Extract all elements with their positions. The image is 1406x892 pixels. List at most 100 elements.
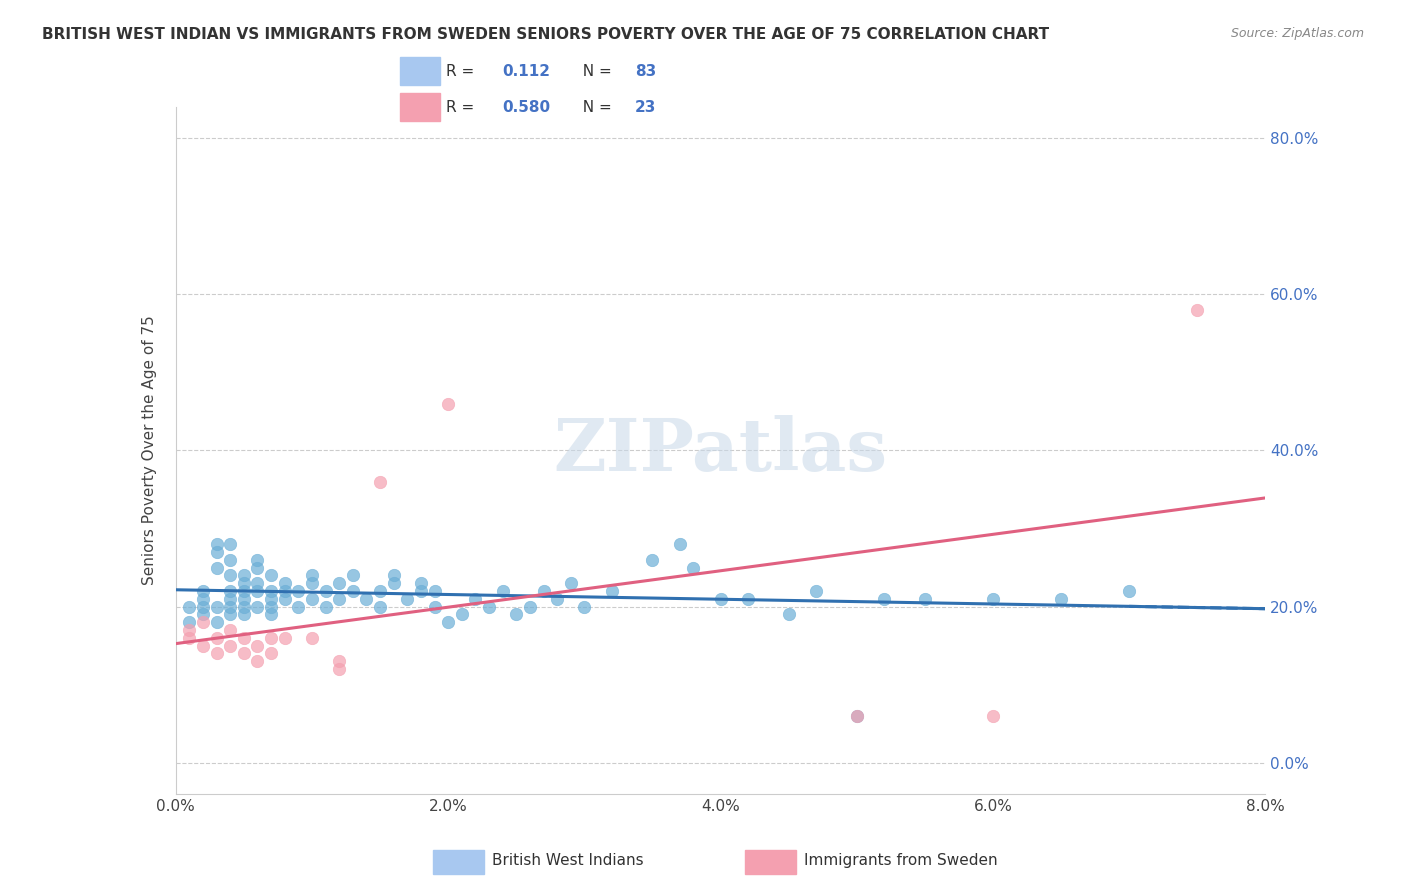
- Point: [274, 631, 297, 645]
- Point: [981, 708, 1004, 723]
- Point: [274, 576, 297, 591]
- Point: [356, 591, 378, 606]
- Point: [260, 646, 283, 660]
- Point: [492, 583, 515, 598]
- Text: Source: ZipAtlas.com: Source: ZipAtlas.com: [1230, 27, 1364, 40]
- Point: [260, 599, 283, 614]
- Point: [382, 568, 405, 582]
- Point: [179, 631, 201, 645]
- Point: [368, 475, 391, 489]
- Text: BRITISH WEST INDIAN VS IMMIGRANTS FROM SWEDEN SENIORS POVERTY OVER THE AGE OF 75: BRITISH WEST INDIAN VS IMMIGRANTS FROM S…: [42, 27, 1049, 42]
- Point: [981, 591, 1004, 606]
- Point: [246, 639, 269, 653]
- Point: [232, 607, 254, 622]
- Point: [450, 607, 472, 622]
- Point: [191, 615, 214, 630]
- Point: [409, 583, 432, 598]
- Point: [205, 560, 228, 574]
- Point: [668, 537, 690, 551]
- Text: R =: R =: [446, 64, 484, 79]
- Point: [533, 583, 555, 598]
- Point: [845, 708, 868, 723]
- Point: [232, 576, 254, 591]
- Point: [246, 654, 269, 668]
- Point: [219, 568, 242, 582]
- Point: [260, 583, 283, 598]
- Point: [437, 615, 460, 630]
- Point: [232, 583, 254, 598]
- Text: 23: 23: [636, 100, 657, 115]
- Point: [342, 568, 364, 582]
- Point: [246, 552, 269, 567]
- Point: [246, 599, 269, 614]
- Point: [274, 583, 297, 598]
- Point: [560, 576, 582, 591]
- Point: [219, 537, 242, 551]
- Point: [179, 623, 201, 637]
- Point: [409, 576, 432, 591]
- Point: [219, 552, 242, 567]
- Point: [315, 599, 337, 614]
- Point: [246, 576, 269, 591]
- Point: [205, 537, 228, 551]
- Point: [246, 583, 269, 598]
- Point: [301, 631, 323, 645]
- Point: [232, 646, 254, 660]
- Point: [205, 631, 228, 645]
- Bar: [745, 849, 796, 874]
- Point: [546, 591, 568, 606]
- Point: [232, 568, 254, 582]
- Point: [191, 591, 214, 606]
- Point: [219, 607, 242, 622]
- Point: [246, 560, 269, 574]
- Point: [641, 552, 664, 567]
- Text: R =: R =: [446, 100, 484, 115]
- Point: [437, 396, 460, 410]
- Point: [232, 631, 254, 645]
- Text: 83: 83: [636, 64, 657, 79]
- Point: [205, 545, 228, 559]
- Point: [260, 568, 283, 582]
- Text: N =: N =: [574, 64, 617, 79]
- Point: [382, 576, 405, 591]
- Point: [260, 631, 283, 645]
- Point: [179, 615, 201, 630]
- Point: [205, 646, 228, 660]
- Point: [301, 568, 323, 582]
- Point: [328, 576, 350, 591]
- Point: [710, 591, 733, 606]
- Point: [274, 591, 297, 606]
- Point: [328, 662, 350, 676]
- Point: [328, 654, 350, 668]
- Text: N =: N =: [574, 100, 617, 115]
- Point: [219, 591, 242, 606]
- Point: [287, 599, 309, 614]
- Text: ZIPatlas: ZIPatlas: [554, 415, 887, 486]
- Point: [1187, 302, 1209, 317]
- Point: [600, 583, 623, 598]
- Text: 0.580: 0.580: [502, 100, 550, 115]
- Point: [232, 591, 254, 606]
- Point: [505, 607, 527, 622]
- Y-axis label: Seniors Poverty Over the Age of 75: Seniors Poverty Over the Age of 75: [142, 316, 157, 585]
- Point: [260, 591, 283, 606]
- Point: [368, 583, 391, 598]
- Point: [1118, 583, 1140, 598]
- Point: [301, 576, 323, 591]
- Point: [260, 607, 283, 622]
- Point: [301, 591, 323, 606]
- Point: [778, 607, 800, 622]
- Point: [423, 583, 446, 598]
- Point: [179, 599, 201, 614]
- Text: British West Indians: British West Indians: [492, 854, 644, 868]
- Point: [219, 583, 242, 598]
- Point: [423, 599, 446, 614]
- Point: [396, 591, 419, 606]
- Point: [914, 591, 936, 606]
- Point: [464, 591, 486, 606]
- Point: [342, 583, 364, 598]
- Point: [873, 591, 896, 606]
- Point: [368, 599, 391, 614]
- Point: [191, 599, 214, 614]
- Point: [315, 583, 337, 598]
